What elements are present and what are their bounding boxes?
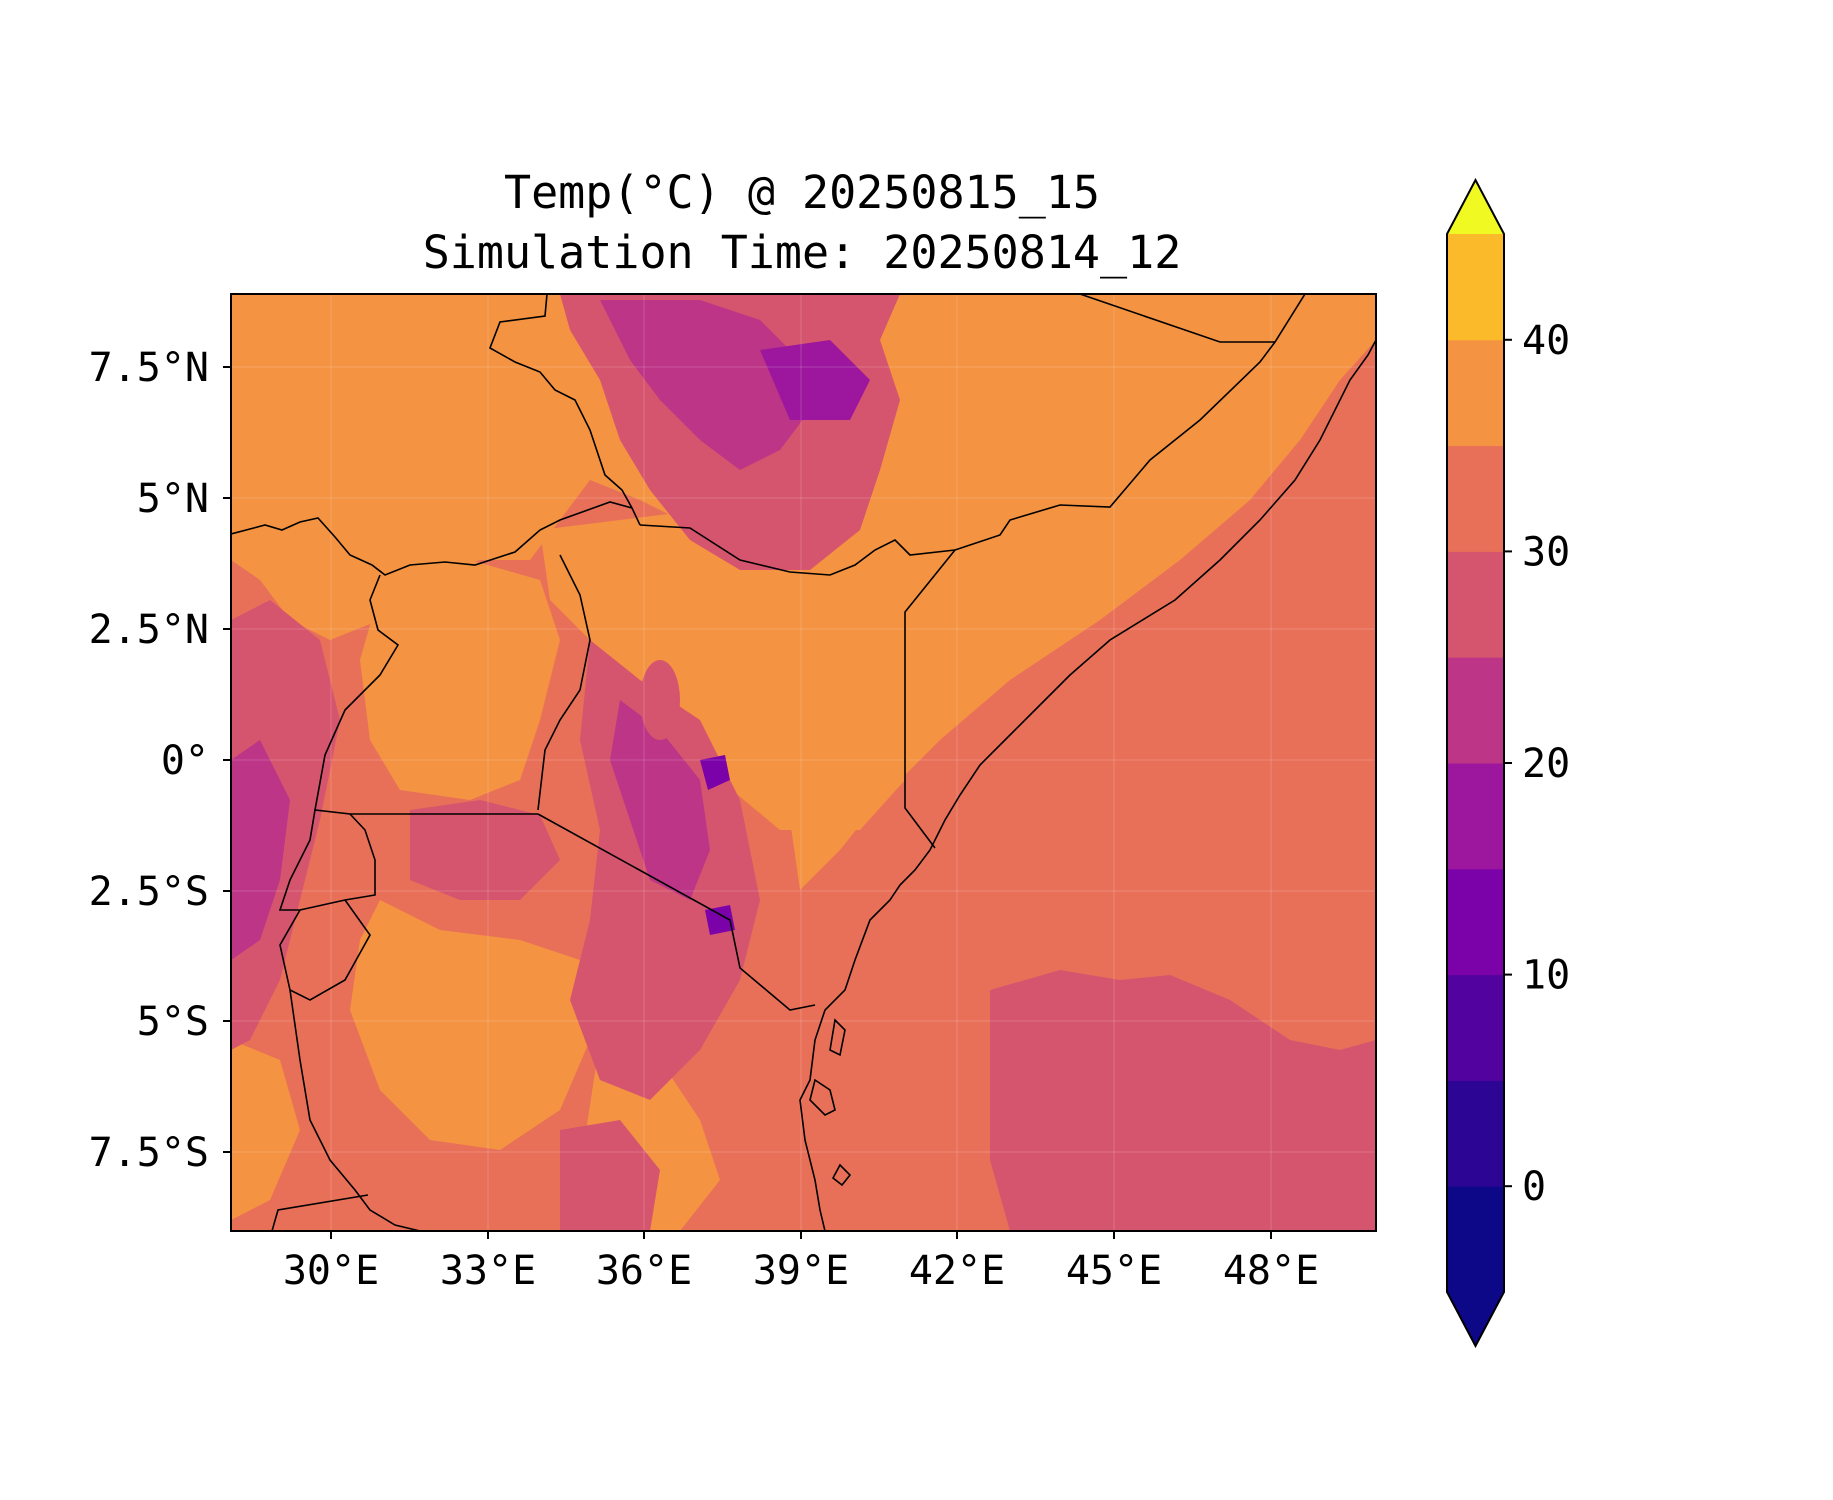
colorbar-tick-label: 0	[1522, 1164, 1546, 1210]
x-tick-label: 33°E	[440, 1248, 536, 1294]
colorbar-extend-bottom	[1447, 1292, 1504, 1346]
x-tick-label: 30°E	[283, 1248, 379, 1294]
map-gridlines	[231, 294, 1376, 1231]
south-cool	[560, 1120, 660, 1231]
title-line2: Simulation Time: 20250814_12	[423, 226, 1182, 279]
indian-ocean-cool	[990, 970, 1376, 1231]
kenya-highland-cold	[610, 700, 710, 900]
colorbar-tick-label: 30	[1522, 529, 1570, 575]
colorbar-bin	[1447, 657, 1504, 764]
colorbar-bin	[1447, 974, 1504, 1081]
x-tick-label: 39°E	[753, 1248, 849, 1294]
y-tick-label: 5°S	[137, 999, 209, 1045]
y-tick-label: 2.5°N	[89, 607, 209, 653]
x-tick-label: 42°E	[909, 1248, 1005, 1294]
colorbar-tick-label: 20	[1522, 741, 1570, 787]
map-frame	[230, 293, 1377, 1232]
x-ticks: 30°E 33°E 36°E 39°E 42°E 45°E 48°E	[283, 1231, 1319, 1294]
ethiopia-cold-core	[600, 300, 810, 470]
y-tick-label: 2.5°S	[89, 869, 209, 915]
colorbar-bin	[1447, 551, 1504, 658]
victoria-cool	[410, 800, 560, 900]
colorbar-bin	[1447, 234, 1504, 341]
temperature-map	[231, 294, 1376, 1231]
lake-turkana-cool	[640, 660, 680, 740]
y-tick-label: 7.5°S	[89, 1130, 209, 1176]
title-line1: Temp(°C) @ 20250815_15	[504, 166, 1100, 219]
y-ticks: 7.5°N 5°N 2.5°N 0° 2.5°S 5°S 7.5°S	[89, 345, 231, 1176]
colorbar-extend-top	[1447, 180, 1504, 234]
colorbar-bin	[1447, 868, 1504, 976]
colorbar-bin	[1447, 763, 1504, 870]
colorbar-outline	[1446, 177, 1505, 1349]
colorbar-bin	[1447, 445, 1504, 552]
colorbar-bin	[1447, 339, 1504, 447]
x-tick-label: 36°E	[596, 1248, 692, 1294]
north-warm-region	[231, 294, 1376, 890]
colorbar-bin	[1447, 1080, 1504, 1187]
colorbar-tick-label: 40	[1522, 318, 1570, 364]
uganda-warm	[360, 560, 560, 800]
y-tick-label: 7.5°N	[89, 345, 209, 391]
y-tick-label: 5°N	[137, 476, 209, 522]
tanzania-warm	[350, 900, 590, 1150]
kilimanjaro-cold-spot	[705, 905, 735, 935]
y-tick-label: 0°	[161, 738, 209, 784]
x-tick-label: 45°E	[1066, 1248, 1162, 1294]
kenya-cold-spot	[700, 755, 730, 790]
coast-warm-band	[910, 294, 1376, 760]
country-borders	[231, 294, 1376, 1231]
ethiopia-highlands-warm	[900, 360, 1080, 540]
southwest-warm	[231, 1040, 300, 1220]
ethiopia-cold-spot	[760, 340, 870, 420]
central-kenya-warm	[540, 510, 905, 830]
colorbar: 0 10 20 30 40	[1446, 177, 1570, 1349]
x-tick-label: 48°E	[1223, 1248, 1319, 1294]
colorbar-tick-label: 10	[1522, 953, 1570, 999]
west-cold-strip	[231, 740, 290, 960]
colorbar-bin	[1447, 1186, 1504, 1293]
